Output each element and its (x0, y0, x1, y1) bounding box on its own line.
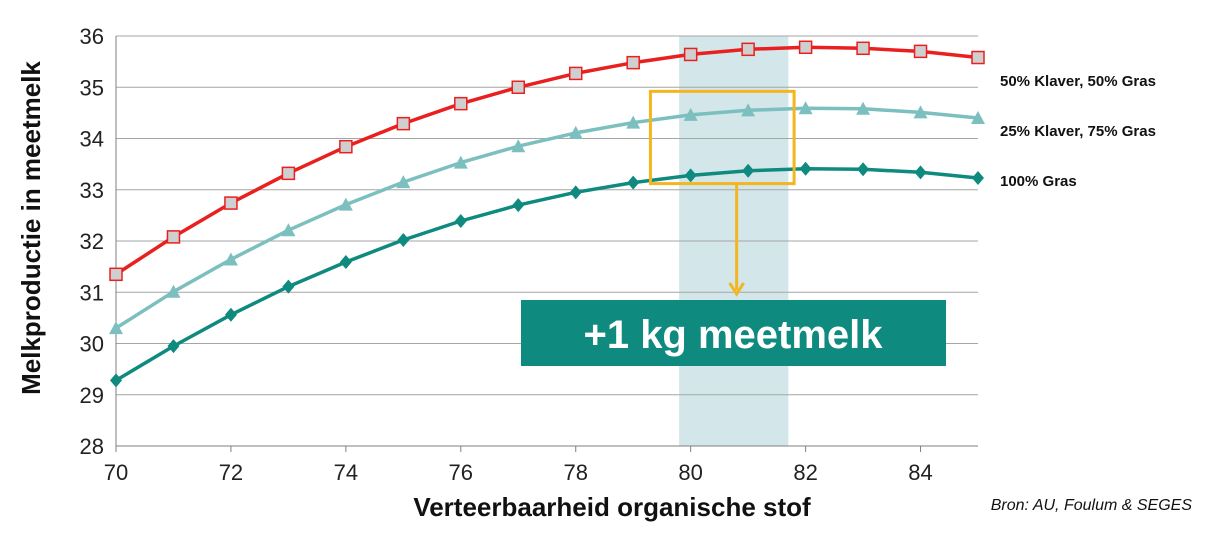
legend-label-25-klaver: 25% Klaver, 75% Gras (1000, 123, 1156, 140)
data-point-diamond (569, 185, 582, 200)
data-point-triangle (913, 105, 928, 119)
data-point-triangle (741, 103, 756, 117)
y-tick-label: 35 (80, 75, 104, 100)
y-tick-label: 30 (80, 332, 104, 357)
data-point-square (913, 44, 928, 59)
y-tick-label: 28 (80, 434, 104, 459)
source-note: Bron: AU, Foulum & SEGES (991, 497, 1193, 514)
x-tick-label: 74 (334, 460, 358, 485)
y-tick-label: 33 (80, 178, 104, 203)
data-point-triangle (281, 223, 296, 237)
data-point-triangle (396, 175, 411, 189)
series-line-2 (115, 166, 979, 382)
data-point-triangle (798, 101, 813, 115)
data-point-square (798, 40, 813, 55)
data-point-square (109, 267, 123, 282)
legend-label-50-klaver: 50% Klaver, 50% Gras (1000, 73, 1156, 90)
data-point-diamond (167, 339, 180, 354)
callout-text: +1 kg meetmelk (583, 313, 883, 357)
series-line-1 (115, 106, 979, 330)
x-tick-label: 84 (908, 460, 932, 485)
data-point-diamond (397, 232, 410, 247)
x-tick-label: 70 (104, 460, 128, 485)
annotation-layer: +1 kg meetmelk (521, 89, 946, 366)
x-tick-label: 76 (449, 460, 473, 485)
data-point-triangle (626, 115, 641, 129)
data-point-diamond (972, 170, 984, 185)
y-tick-label: 32 (80, 229, 104, 254)
data-point-square (224, 196, 238, 210)
data-point-square (396, 116, 411, 131)
data-point-triangle (511, 139, 526, 153)
x-tick-label: 82 (793, 460, 817, 485)
data-point-triangle (971, 111, 985, 124)
data-point-square (568, 66, 583, 81)
data-point-triangle (338, 197, 353, 211)
y-tick-label: 29 (80, 383, 104, 408)
x-axis-title: Verteerbaarheid organische stof (413, 492, 811, 522)
series-layer (109, 40, 985, 388)
data-point-square (971, 50, 985, 65)
data-point-square (166, 230, 181, 244)
data-point-square (281, 166, 296, 181)
data-point-triangle (568, 125, 583, 139)
data-point-square (454, 96, 468, 111)
data-point-square (626, 55, 640, 70)
y-tick-label: 31 (80, 280, 104, 305)
data-point-triangle (109, 321, 123, 335)
x-tick-label: 72 (219, 460, 243, 485)
axes: 28 29 30 31 32 33 34 35 36 70 72 74 76 78 80 82 84 (80, 24, 978, 485)
data-point-diamond (110, 373, 122, 388)
data-point-diamond (627, 175, 640, 190)
data-point-diamond (914, 165, 927, 180)
data-point-diamond (512, 198, 525, 213)
data-point-square (741, 42, 755, 57)
data-point-triangle (856, 101, 871, 115)
data-point-square (339, 139, 353, 154)
arrow-head (728, 282, 745, 297)
data-point-diamond (282, 279, 295, 294)
y-tick-label: 34 (80, 127, 104, 152)
data-point-triangle (166, 284, 181, 298)
data-point-square (683, 47, 698, 62)
highlight-frame (648, 89, 796, 186)
data-point-diamond (454, 214, 467, 229)
series-line-0 (115, 45, 979, 276)
data-point-diamond (799, 161, 812, 176)
data-point-square (511, 80, 526, 94)
callout-box (521, 300, 946, 366)
x-tick-label: 80 (678, 460, 702, 485)
y-axis-title: Melkproductie in meetmelk (16, 61, 46, 395)
data-point-diamond (684, 168, 697, 183)
x-tick-label: 78 (563, 460, 587, 485)
gridlines (116, 35, 978, 447)
data-point-diamond (742, 163, 755, 178)
data-point-square (856, 41, 870, 56)
legend-label-100-gras: 100% Gras (1000, 173, 1077, 190)
y-tick-label: 36 (80, 24, 104, 49)
data-point-triangle (683, 107, 698, 121)
data-point-triangle (223, 252, 238, 266)
data-point-diamond (339, 255, 352, 270)
data-point-diamond (224, 307, 237, 322)
data-point-triangle (453, 155, 468, 169)
data-point-diamond (857, 162, 870, 177)
